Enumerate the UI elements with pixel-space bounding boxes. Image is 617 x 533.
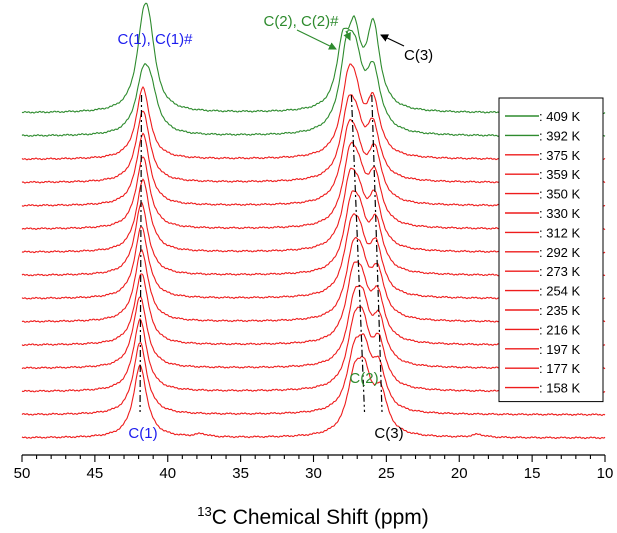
- spectrum-trace: [21, 332, 606, 417]
- x-axis: 50 45 40 35 30 25 20 15 10: [14, 454, 614, 482]
- legend: : 409 K : 392 K : 375 K : 359 K : 350 K : 330…: [498, 97, 604, 403]
- annotation-arrow: [380, 34, 405, 47]
- legend-label: : 197 K: [539, 342, 581, 357]
- legend-label: : 216 K: [539, 322, 581, 337]
- x-axis-title: 13C Chemical Shift (ppm): [197, 504, 429, 529]
- x-tick-label: 25: [378, 465, 395, 482]
- peak-annotation: C(3): [374, 425, 403, 442]
- annotation-arrow: [296, 29, 337, 50]
- legend-label: : 292 K: [539, 245, 581, 260]
- x-tick-label: 45: [87, 465, 104, 482]
- peak-annotation: C(1), C(1)#: [117, 31, 193, 48]
- legend-label: : 235 K: [539, 303, 581, 318]
- x-tick-label: 40: [159, 465, 176, 482]
- legend-label: : 409 K: [539, 109, 581, 124]
- legend-label: : 312 K: [539, 225, 581, 240]
- annotation-arrow: [343, 30, 351, 41]
- spectrum-trace: [21, 355, 606, 440]
- legend-label: : 375 K: [539, 148, 581, 163]
- x-tick-label: 50: [14, 465, 31, 482]
- legend-box: [498, 97, 604, 403]
- legend-label: : 254 K: [539, 284, 581, 299]
- legend-label: : 177 K: [539, 361, 581, 376]
- x-tick-label: 15: [524, 465, 541, 482]
- legend-label: : 330 K: [539, 206, 581, 221]
- peak-annotation: C(2), C(2)#: [263, 13, 339, 30]
- peak-annotation: C(3): [404, 47, 433, 64]
- legend-label: : 158 K: [539, 381, 581, 396]
- x-tick-label: 10: [597, 465, 614, 482]
- legend-label: : 359 K: [539, 167, 581, 182]
- x-tick-label: 20: [451, 465, 468, 482]
- x-axis-title-superscript: 13: [197, 504, 211, 519]
- peak-annotation: C(2): [349, 370, 378, 387]
- x-tick-label: 35: [232, 465, 249, 482]
- legend-label: : 392 K: [539, 128, 581, 143]
- x-axis-title-text: C Chemical Shift (ppm): [212, 506, 429, 529]
- annotations: C(1), C(1)# C(2), C(2)# C(3) C(1) C(2) C(3): [117, 13, 433, 442]
- peak-annotation: C(1): [128, 425, 157, 442]
- x-tick-label: 30: [305, 465, 322, 482]
- legend-label: : 350 K: [539, 187, 581, 202]
- legend-label: : 273 K: [539, 264, 581, 279]
